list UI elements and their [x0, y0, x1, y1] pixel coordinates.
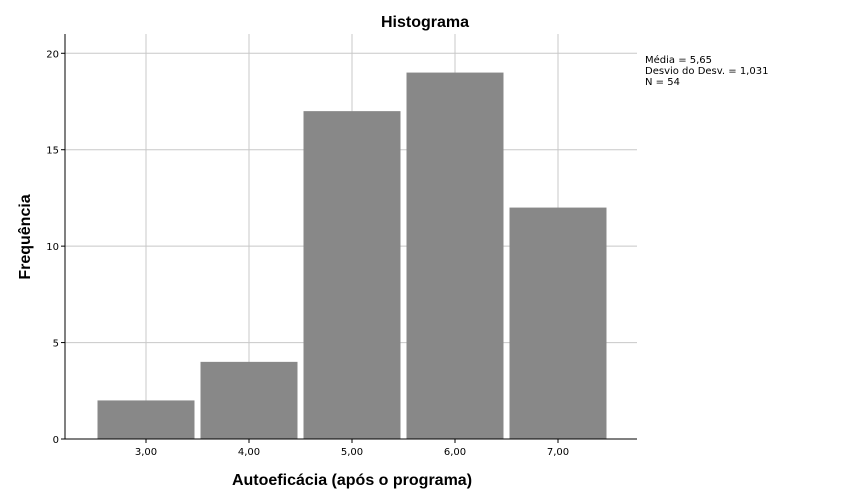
- stats-line: Média = 5,65: [645, 54, 712, 66]
- x-tick-label: 3,00: [135, 447, 157, 458]
- y-tick-label: 0: [53, 435, 59, 446]
- histogram-bar: [303, 111, 401, 440]
- x-tick-label: 6,00: [444, 447, 466, 458]
- chart-title: Histograma: [381, 14, 469, 31]
- x-tick-label: 7,00: [547, 447, 569, 458]
- y-axis-label: Frequência: [17, 194, 34, 279]
- axes: [61, 34, 637, 443]
- x-tick-label: 5,00: [341, 447, 363, 458]
- y-tick-label: 10: [46, 242, 59, 253]
- tick-labels: 0 5 10 15 20 3,00 4,00 5,00 6,00 7,00: [46, 49, 569, 458]
- y-tick-label: 5: [53, 339, 59, 350]
- x-axis-label: Autoeficácia (após o programa): [232, 472, 472, 489]
- histogram-bar: [406, 72, 504, 440]
- y-tick-label: 20: [46, 49, 59, 60]
- stats-line: N = 54: [645, 77, 680, 88]
- x-tick-label: 4,00: [238, 447, 260, 458]
- histogram-bar: [200, 361, 298, 439]
- histogram-bar: [509, 207, 607, 439]
- histogram-bar: [97, 400, 195, 439]
- stats-line: Desvio do Desv. = 1,031: [645, 66, 768, 77]
- y-tick-label: 15: [46, 146, 59, 157]
- bars: [97, 72, 607, 440]
